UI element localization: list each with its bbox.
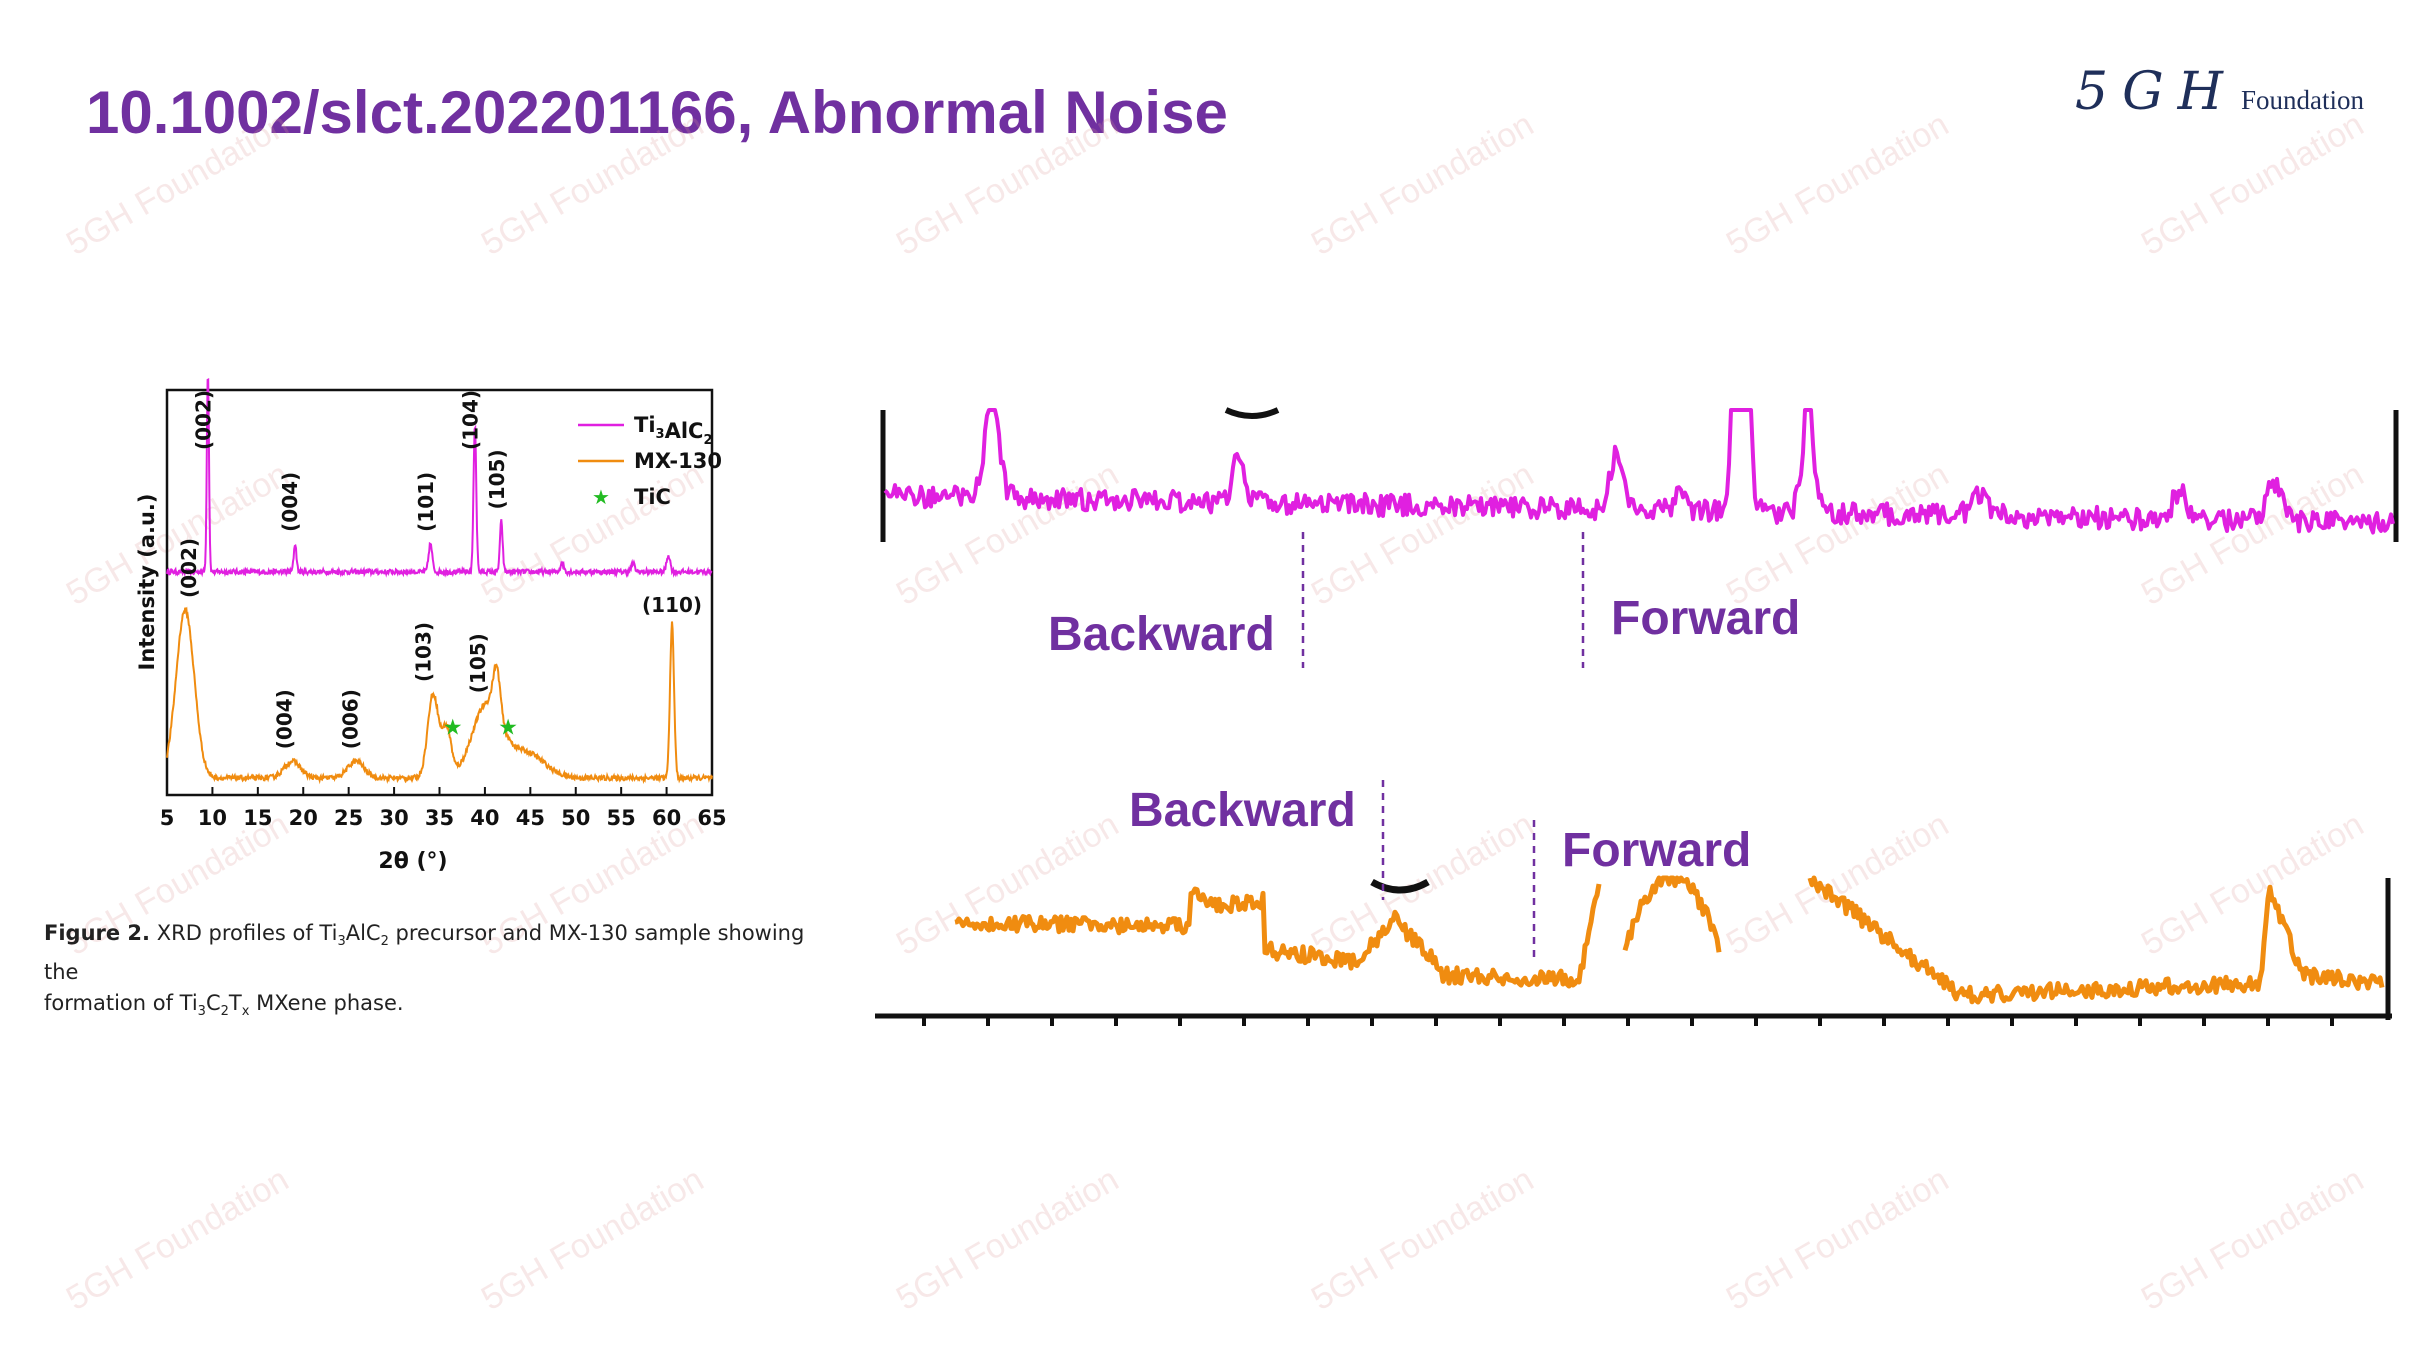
tic-star-marker: ★ bbox=[498, 715, 518, 740]
caption-text: precursor and MX-130 sample showing the bbox=[44, 921, 805, 985]
xrd-x-tick-label: 40 bbox=[470, 806, 499, 830]
xrd-x-tick-label: 45 bbox=[516, 806, 545, 830]
xrd-x-tick-label: 50 bbox=[561, 806, 590, 830]
xrd-x-tick-label: 20 bbox=[289, 806, 318, 830]
legend-label: TiC bbox=[634, 485, 671, 509]
zoom-bottom-panel bbox=[875, 875, 2392, 1026]
xrd-x-tick-label: 15 bbox=[243, 806, 272, 830]
xrd-x-ticks: 5 10 15 20 25 30 35 40 45 50 55 60 65 bbox=[160, 787, 727, 830]
legend-label: MX-130 bbox=[634, 449, 722, 473]
zoom-top-clip-arc bbox=[1224, 407, 1280, 419]
xrd-y-axis-label: Intensity (a.u.) bbox=[135, 493, 159, 670]
xrd-x-tick-label: 35 bbox=[425, 806, 454, 830]
xrd-peak-label: (004) bbox=[272, 689, 296, 749]
legend-star-swatch: ★ bbox=[592, 485, 610, 509]
caption-sub: 3 bbox=[337, 934, 346, 950]
caption-sub: 3 bbox=[197, 1004, 206, 1020]
caption-text: T bbox=[228, 991, 242, 1016]
caption-text: formation of Ti bbox=[44, 991, 198, 1016]
xrd-peak-label: (002) bbox=[192, 390, 216, 450]
xrd-peak-label: (110) bbox=[642, 593, 702, 617]
caption-sub: x bbox=[241, 1004, 250, 1020]
xrd-x-tick-label: 30 bbox=[379, 806, 408, 830]
label-bottom-backward: Backward bbox=[1129, 784, 1356, 837]
xrd-peak-label: (105) bbox=[485, 449, 509, 509]
zoom-bottom-series-mx130 bbox=[954, 875, 2385, 1005]
label-top-backward: Backward bbox=[1048, 608, 1275, 661]
logo-script: 5GH bbox=[2075, 62, 2237, 122]
xrd-x-tick-label: 10 bbox=[198, 806, 227, 830]
xrd-x-axis-label: 2θ (°) bbox=[378, 849, 447, 874]
xrd-series-line-mx-130 bbox=[166, 606, 713, 785]
label-top-forward: Forward bbox=[1611, 592, 1800, 645]
xrd-peak-label: (002) bbox=[177, 538, 201, 598]
zoom-bottom-clip-arc bbox=[1370, 878, 1430, 894]
xrd-x-tick-label: 60 bbox=[652, 806, 681, 830]
xrd-x-tick-label: 55 bbox=[607, 806, 636, 830]
slide-title: 10.1002/slct.202201166, Abnormal Noise bbox=[86, 79, 1228, 146]
caption-sub: 2 bbox=[380, 934, 389, 950]
xrd-x-tick-label: 65 bbox=[697, 806, 726, 830]
xrd-series-group bbox=[166, 377, 713, 785]
caption-text: MXene phase. bbox=[249, 991, 404, 1016]
xrd-peak-label: (105) bbox=[466, 633, 490, 693]
xrd-peak-label: (101) bbox=[414, 472, 438, 532]
xrd-peak-label: (006) bbox=[339, 689, 363, 749]
zoom-top-series-ti3alc2 bbox=[883, 408, 2395, 535]
zoom-guide-lines bbox=[1301, 532, 1585, 960]
caption-text: AlC bbox=[345, 921, 381, 945]
logo: 5GH Foundation bbox=[2075, 62, 2364, 122]
legend-label: Ti3AlC2 bbox=[634, 413, 713, 448]
xrd-x-tick-label: 5 bbox=[160, 806, 175, 830]
xrd-peak-label: (004) bbox=[278, 472, 302, 532]
caption-text: XRD profiles of Ti bbox=[156, 921, 338, 945]
caption-sub: 2 bbox=[220, 1004, 229, 1020]
xrd-peak-label: (103) bbox=[411, 622, 435, 682]
caption-line-1: Figure 2. XRD profiles of Ti3AlC2 precur… bbox=[44, 918, 824, 988]
caption-figure-label: Figure 2. bbox=[44, 921, 151, 945]
zoom-top-panel bbox=[880, 407, 2399, 542]
caption-line-2: formation of Ti3C2Tx MXene phase. bbox=[44, 988, 824, 1027]
figure-caption: Figure 2. XRD profiles of Ti3AlC2 precur… bbox=[44, 918, 824, 1027]
xrd-x-tick-label: 25 bbox=[334, 806, 363, 830]
logo-word: Foundation bbox=[2240, 85, 2364, 115]
label-bottom-forward: Forward bbox=[1562, 824, 1751, 877]
xrd-series-line-ti3alc2 bbox=[166, 377, 713, 579]
xrd-peak-labels: (002)(004) (101)(104)(105)(002)(004) (006)… bbox=[177, 390, 702, 749]
xrd-peak-label: (104) bbox=[459, 390, 483, 450]
caption-text: C bbox=[205, 991, 221, 1016]
tic-star-marker: ★ bbox=[443, 715, 463, 740]
